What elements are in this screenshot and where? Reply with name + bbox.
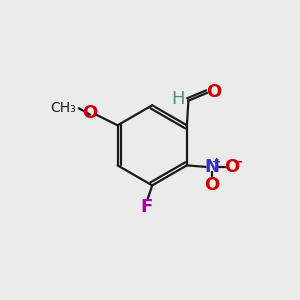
Text: H: H bbox=[171, 90, 184, 108]
Text: CH₃: CH₃ bbox=[50, 100, 76, 115]
Text: O: O bbox=[82, 104, 98, 122]
Text: O: O bbox=[206, 83, 221, 101]
Text: F: F bbox=[140, 198, 152, 216]
Text: N: N bbox=[204, 158, 219, 176]
Text: O: O bbox=[224, 158, 239, 176]
Text: O: O bbox=[204, 176, 219, 194]
Text: −: − bbox=[232, 155, 243, 168]
Text: +: + bbox=[212, 157, 221, 167]
